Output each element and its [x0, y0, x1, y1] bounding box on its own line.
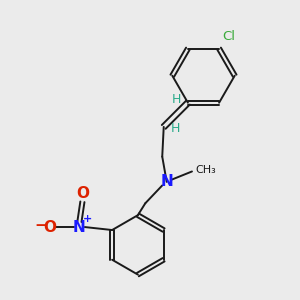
Text: H: H: [170, 122, 180, 135]
Text: O: O: [43, 220, 56, 235]
Text: CH₃: CH₃: [196, 165, 216, 175]
Text: +: +: [83, 214, 92, 224]
Text: O: O: [76, 186, 89, 201]
Text: −: −: [34, 218, 47, 233]
Text: Cl: Cl: [223, 30, 236, 43]
Text: N: N: [73, 220, 86, 235]
Text: N: N: [160, 174, 173, 189]
Text: H: H: [172, 93, 181, 106]
